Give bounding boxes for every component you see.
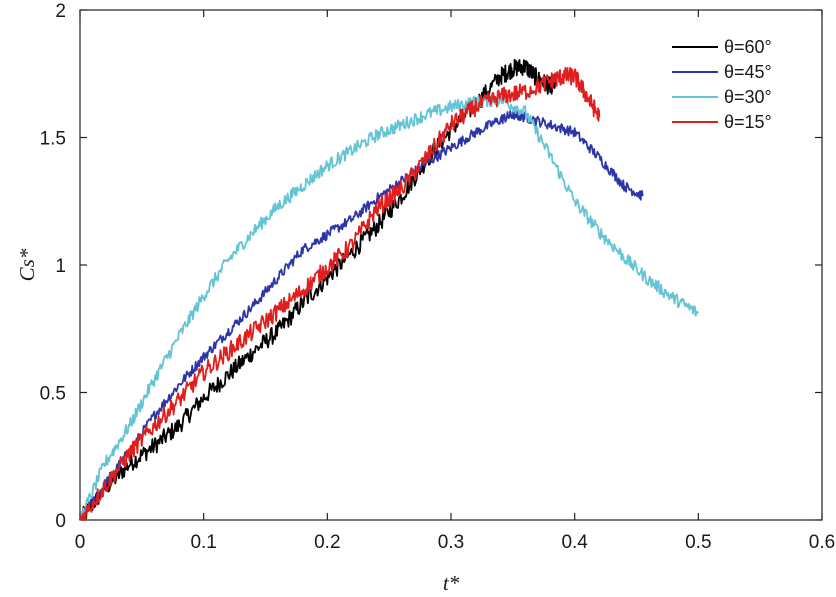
y-tick-label: 0 [55,511,66,532]
y-tick-label: 2 [55,1,66,22]
x-tick-label: 0.1 [190,532,216,553]
y-tick-label: 1.5 [40,129,66,150]
y-tick-label: 1 [55,256,66,277]
legend-label-3: θ=15° [724,112,772,132]
x-tick-label: 0.6 [809,532,835,553]
legend-label-2: θ=30° [724,87,772,107]
x-tick-label: 0.3 [438,532,464,553]
x-axis-label: t* [443,571,460,595]
x-tick-label: 0.4 [561,532,588,553]
axes: 0 0.1 0.2 0.3 0.4 0.5 0.6 0 0.5 1 1.5 2 t* Cs* [15,1,835,595]
y-axis-label: Cs* [15,248,39,281]
series-line-1 [79,109,644,521]
legend-label-1: θ=45° [724,62,772,82]
series-line-2 [80,93,700,521]
x-tick-label: 0 [75,532,86,553]
x-tick-label: 0.5 [685,532,711,553]
series-line-3 [79,66,601,521]
x-tick-label: 0.2 [314,532,340,553]
y-tick-label: 0.5 [40,384,66,405]
series-lines [79,58,700,521]
plot-frame [79,9,823,521]
legend-label-0: θ=60° [724,37,772,57]
legend: θ=60° θ=45° θ=30° θ=15° [672,37,772,132]
